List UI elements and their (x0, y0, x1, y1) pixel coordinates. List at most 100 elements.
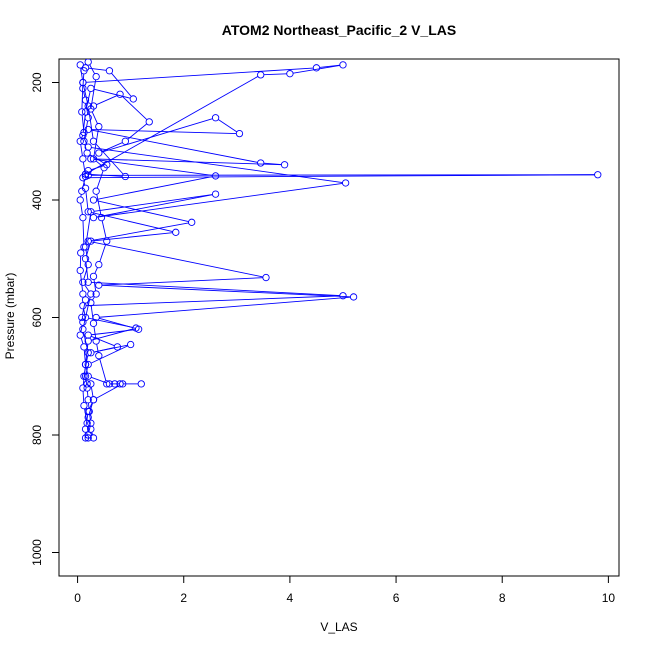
data-point (84, 208, 92, 216)
series-line-segment (93, 129, 99, 156)
series-line-segment (93, 194, 213, 212)
data-point (87, 299, 95, 307)
series-line-segment (92, 296, 95, 301)
data-point (84, 278, 92, 286)
data-point (92, 337, 100, 345)
series-line-segment (88, 402, 94, 415)
y-tick-label: 600 (30, 307, 44, 327)
data-point (87, 419, 95, 427)
data-point (79, 278, 87, 286)
series-line-segment (80, 144, 83, 156)
series-line-segment (101, 284, 351, 298)
series-line-segment (99, 358, 107, 381)
data-point (121, 137, 130, 145)
series-line-segment (91, 111, 98, 124)
data-point (103, 237, 111, 245)
series-line-segment (96, 385, 121, 399)
data-point (84, 434, 92, 442)
series-line-segment (101, 118, 213, 153)
series-line-segment (95, 160, 102, 166)
data-point (103, 380, 111, 388)
series-line-segment (80, 203, 83, 215)
data-point (80, 128, 88, 137)
series-line-segment (96, 176, 213, 200)
series-line-segment (91, 129, 258, 163)
series-3 (79, 64, 350, 442)
x-tick-label: 0 (74, 591, 81, 605)
data-point (87, 237, 95, 245)
series-line-segment (86, 67, 314, 83)
series-line-segment (86, 295, 340, 307)
data-point (89, 155, 98, 163)
data-point (79, 384, 87, 392)
data-point (84, 260, 92, 269)
y-tick-label: 1000 (30, 539, 44, 566)
data-point (188, 218, 196, 226)
data-point (84, 372, 92, 380)
data-point (84, 407, 92, 416)
data-point (111, 380, 119, 388)
data-point (349, 293, 358, 301)
series-line-segment (80, 273, 83, 291)
data-point (211, 172, 220, 180)
data-point (127, 340, 135, 349)
series-line-segment (101, 142, 123, 153)
series-line-segment (111, 72, 132, 97)
data-point (172, 228, 180, 236)
data-point (105, 67, 114, 75)
data-point (79, 213, 87, 222)
series-line-segment (85, 367, 88, 374)
series-line-segment (83, 297, 91, 327)
series-line-segment (99, 296, 351, 318)
data-point (78, 187, 86, 195)
data-point (145, 118, 153, 126)
series-line-segment (122, 96, 148, 120)
data-point (92, 72, 100, 81)
series-line-segment (88, 76, 259, 173)
series-line-segment (83, 267, 88, 280)
series-line-segment (80, 338, 84, 344)
data-point (87, 208, 95, 216)
data-point (134, 325, 143, 333)
data-point (339, 292, 347, 300)
data-point (80, 372, 88, 380)
series-line-segment (88, 426, 91, 432)
data-point (81, 172, 90, 181)
data-point (211, 190, 220, 198)
series-line-segment (80, 67, 83, 80)
data-point (121, 172, 130, 181)
series-line-segment (82, 391, 85, 403)
data-point (89, 213, 98, 222)
data-point (87, 425, 95, 433)
data-point (119, 380, 127, 388)
data-point (339, 61, 347, 69)
series-line-segment (91, 129, 237, 134)
data-point (76, 137, 84, 145)
data-point (286, 70, 294, 78)
data-point (87, 105, 95, 113)
y-axis-label: Pressure (mbar) (3, 273, 17, 360)
data-point (80, 401, 88, 410)
data-point (81, 255, 90, 263)
series-line-segment (93, 88, 131, 99)
data-point (137, 380, 145, 388)
x-tick-label: 4 (287, 591, 294, 605)
series-line-segment (99, 317, 136, 329)
data-point (79, 78, 87, 87)
data-point (76, 266, 84, 275)
data-point (84, 59, 92, 66)
series-line-segment (101, 220, 107, 239)
data-point (79, 290, 87, 298)
data-point (95, 149, 103, 157)
data-point (84, 413, 92, 422)
data-point (116, 90, 124, 98)
data-point (116, 380, 124, 388)
data-point (97, 213, 106, 222)
data-point (89, 396, 98, 404)
series-line-segment (91, 241, 263, 278)
data-point (81, 425, 90, 433)
y-axis: 200 400 600 800 1000 (30, 72, 59, 566)
data-point (92, 290, 100, 298)
data-point (257, 159, 265, 167)
